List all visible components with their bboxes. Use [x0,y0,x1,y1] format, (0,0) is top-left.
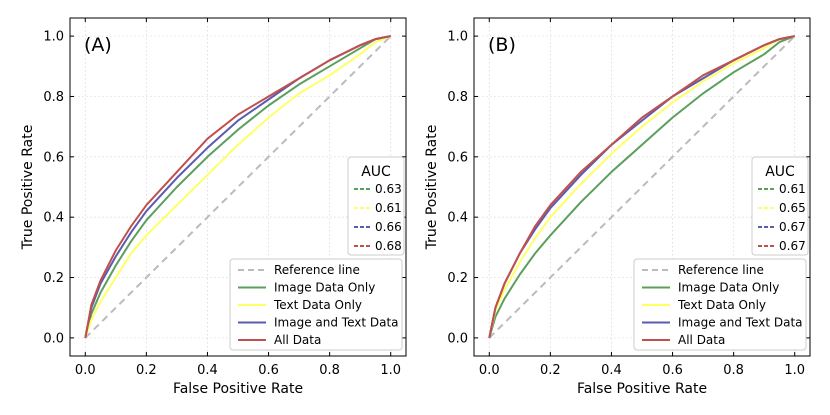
series-legend: Reference line Image Data Only Text Data O… [229,258,403,351]
auc-value: 0.66 [375,220,402,234]
plot-frame [473,17,811,357]
y-axis-label: True Positive Rate [20,125,36,251]
legend-label: Image and Text Data [678,316,803,330]
y-tick-label: 0.0 [43,331,64,346]
y-tick-label: 0.6 [447,150,468,165]
plot-frame [69,17,407,357]
legend-label: Image Data Only [678,281,779,295]
x-tick-label: 0.8 [723,363,744,378]
auc-legend-box [347,156,405,256]
auc-legend: AUC 0.61 0.65 0.67 0.67 [751,156,809,256]
series-legend-box [229,258,403,351]
auc-value: 0.65 [779,201,806,215]
legend-label: All Data [678,333,725,347]
y-tick-label: 0.2 [43,271,64,286]
auc-legend-title: AUC [765,164,795,180]
chart-panel-a: 0.0 0.0 0.2 0.2 0.4 0.4 0.6 0.6 0.8 0.8 1.0 1.0 Fals… [20,17,407,397]
y-tick-label: 1.0 [43,30,64,45]
x-tick-label: 0.0 [75,363,96,378]
x-tick-label: 1.0 [380,363,401,378]
y-tick-label: 0.4 [447,211,468,226]
roc-curve-image-data-only [84,35,391,339]
x-axis-label: False Positive Rate [173,381,303,397]
y-tick-label: 0.6 [43,150,64,165]
roc-curve-text-data-only [488,35,795,339]
series-legend: Reference line Image Data Only Text Data O… [633,258,807,351]
y-tick-label: 1.0 [447,30,468,45]
legend-label: All Data [274,333,321,347]
x-tick-label: 1.0 [784,363,805,378]
roc-curve-text-data-only [84,35,392,339]
legend-label: Text Data Only [273,298,362,312]
x-tick-label: 0.0 [479,363,500,378]
roc-curve-all-data [84,35,391,339]
x-axis-label: False Positive Rate [577,381,707,397]
x-tick-label: 0.2 [136,363,157,378]
legend-label: Image Data Only [274,281,375,295]
legend-label: Reference line [274,263,360,277]
x-tick-label: 0.6 [662,363,683,378]
auc-value: 0.67 [779,220,806,234]
panel-label: (A) [84,34,112,56]
panel-label: (B) [488,34,516,56]
x-tick-label: 0.6 [258,363,279,378]
auc-value: 0.68 [375,239,402,253]
roc-curve-image-data-only [488,35,796,339]
auc-value: 0.67 [779,239,806,253]
auc-value: 0.61 [779,182,806,196]
auc-legend-box [751,156,809,256]
auc-legend-title: AUC [361,164,391,180]
auc-value: 0.63 [375,182,402,196]
y-axis-label: True Positive Rate [424,125,440,251]
y-tick-label: 0.8 [43,90,64,105]
auc-legend: AUC 0.63 0.61 0.66 0.68 [347,156,405,256]
legend-label: Reference line [678,263,764,277]
x-tick-label: 0.2 [540,363,561,378]
x-tick-label: 0.8 [319,363,340,378]
y-tick-label: 0.0 [447,331,468,346]
y-tick-label: 0.8 [447,90,468,105]
chart-panel-b: 0.0 0.0 0.2 0.2 0.4 0.4 0.6 0.6 0.8 0.8 1.0 1.0 Fals… [424,17,811,397]
roc-curve-all-data [488,35,795,339]
legend-label: Image and Text Data [274,316,399,330]
x-tick-label: 0.4 [197,363,218,378]
y-tick-label: 0.2 [447,271,468,286]
y-tick-label: 0.4 [43,211,64,226]
auc-value: 0.61 [375,201,402,215]
series-legend-box [633,258,807,351]
x-tick-label: 0.4 [601,363,622,378]
legend-label: Text Data Only [677,298,766,312]
